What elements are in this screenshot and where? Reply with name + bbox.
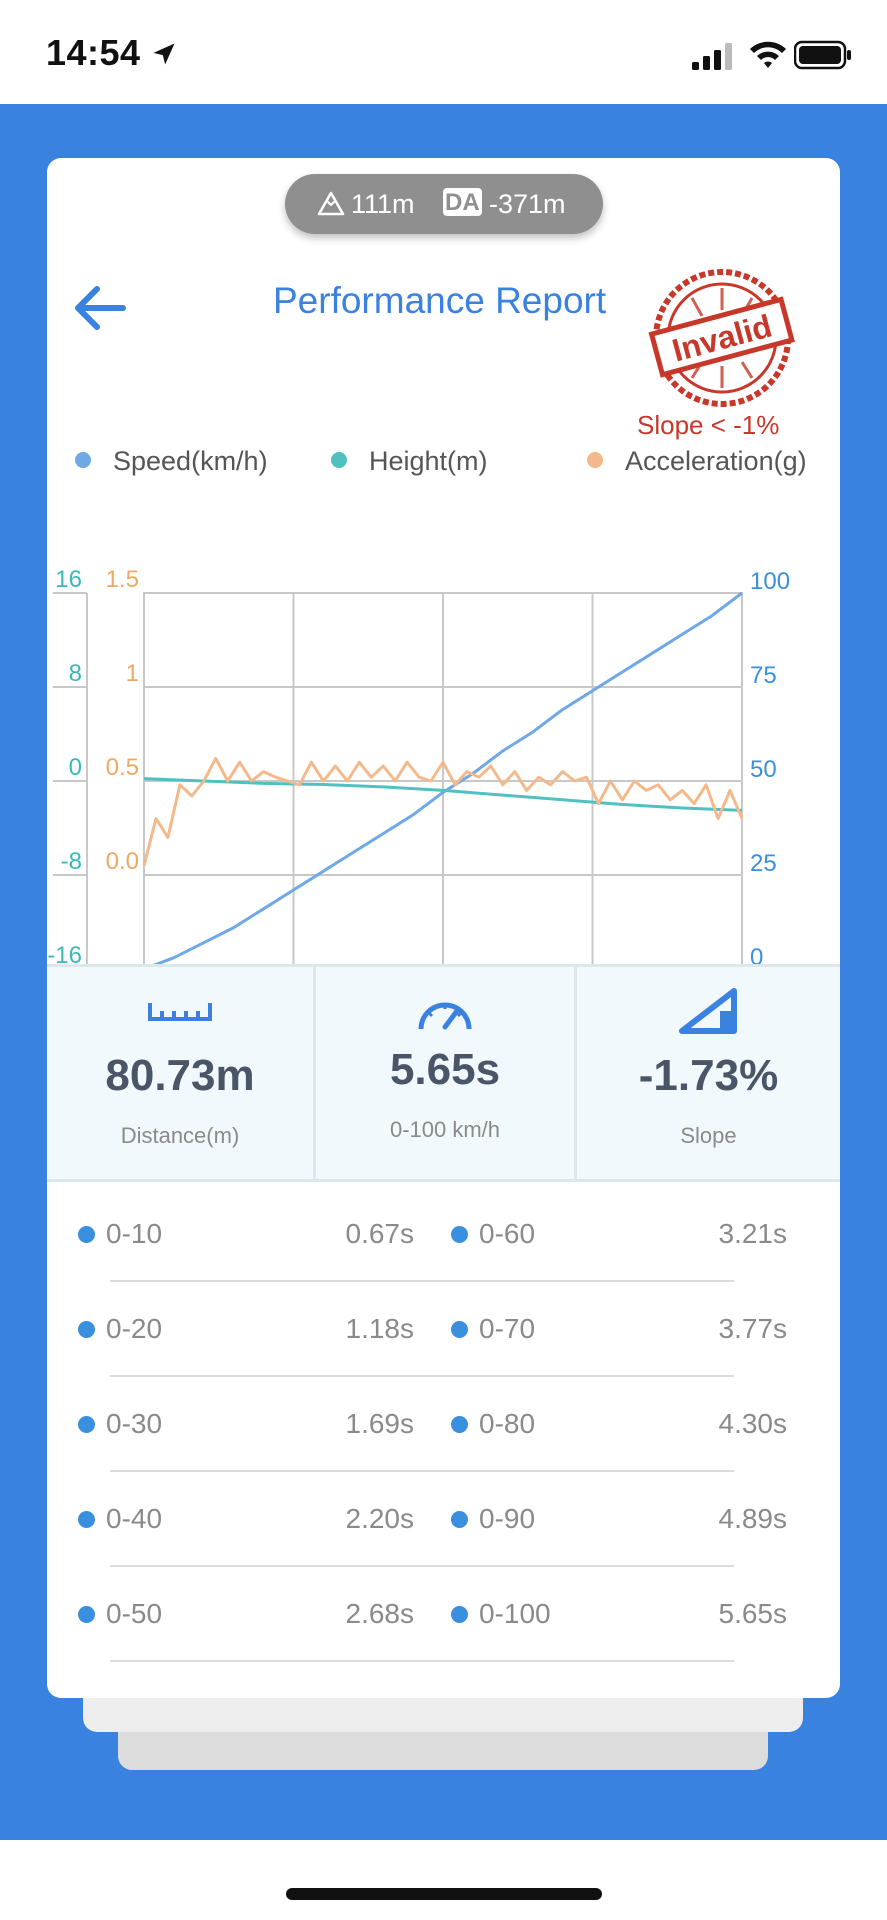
- split-value: 3.77s: [718, 1313, 788, 1344]
- page-title: Performance Report: [273, 280, 607, 321]
- legend-item-height: Height(m): [331, 446, 488, 477]
- height-tick-label: -8: [61, 848, 82, 875]
- height-tick-label: 8: [69, 660, 82, 687]
- altitude-pill: 111m DA -371m: [285, 174, 603, 234]
- bullet-icon: [78, 1226, 95, 1243]
- row-divider: [110, 1375, 734, 1377]
- signal-icon: [692, 43, 732, 70]
- location-arrow-icon: [153, 43, 175, 65]
- split-label: 0-30: [106, 1408, 163, 1439]
- accel-tick-label: 0.0: [106, 848, 139, 875]
- bullet-icon: [451, 1226, 468, 1243]
- split-value: 2.68s: [345, 1598, 415, 1629]
- bullet-icon: [451, 1416, 468, 1433]
- bullet-icon: [451, 1606, 468, 1623]
- split-label: 0-70: [479, 1313, 536, 1344]
- stat-acceleration-time: 5.65s 0-100 km/h: [316, 967, 574, 1179]
- mountain-icon: [317, 191, 345, 216]
- list-item: 0-30 1.69s 0-80 4.30s: [47, 1388, 840, 1483]
- series-line-accelerationg: [142, 756, 744, 866]
- split-value: 5.65s: [718, 1598, 788, 1629]
- stats-panel: 80.73m Distance(m) 5.65s 0-100 km/h -1.7…: [47, 964, 840, 1182]
- wifi-icon: [750, 41, 786, 68]
- accel-tick-label: 0.5: [106, 754, 139, 781]
- stat-label: Distance(m): [120, 1123, 240, 1148]
- bullet-icon: [451, 1321, 468, 1338]
- legend-dot: [331, 451, 347, 468]
- stat-value: 5.65s: [389, 1045, 501, 1094]
- stat-value: 80.73m: [105, 1051, 255, 1100]
- speed-tick-label: 25: [750, 850, 777, 877]
- speed-tick-label: 75: [750, 662, 777, 689]
- invalid-stamp: Invalid: [648, 269, 795, 407]
- slope-warning: Slope < -1%: [637, 410, 780, 440]
- list-item: 0-40 2.20s 0-90 4.89s: [47, 1483, 840, 1578]
- split-label: 0-80: [479, 1408, 536, 1439]
- split-value: 0.67s: [345, 1218, 415, 1249]
- split-label: 0-40: [106, 1503, 163, 1534]
- row-divider: [110, 1280, 734, 1282]
- series-line-heightm: [143, 777, 743, 812]
- stat-distance: 80.73m Distance(m): [47, 967, 313, 1179]
- split-value: 1.69s: [345, 1408, 415, 1439]
- status-time: 14:54: [46, 32, 141, 73]
- bullet-icon: [78, 1606, 95, 1623]
- row-divider: [110, 1565, 734, 1567]
- divider: [313, 967, 316, 1179]
- status-bar: 14:54: [0, 0, 887, 104]
- speed-tick-label: 100: [750, 568, 790, 595]
- row-divider: [110, 1470, 734, 1472]
- series-line-speedkmh: [143, 591, 743, 971]
- accel-tick-label: 1: [126, 660, 139, 687]
- legend-label: Acceleration(g): [625, 446, 807, 476]
- legend-label: Speed(km/h): [113, 446, 268, 476]
- legend-item-acceleration: Acceleration(g): [587, 446, 807, 477]
- split-label: 0-90: [479, 1503, 536, 1534]
- altitude-value: 111m: [351, 189, 415, 219]
- list-item: 0-20 1.18s 0-70 3.77s: [47, 1293, 840, 1388]
- split-label: 0-60: [479, 1218, 536, 1249]
- back-arrow-icon[interactable]: [67, 276, 131, 340]
- legend-dot: [75, 451, 91, 468]
- split-value: 4.89s: [718, 1503, 788, 1534]
- density-altitude-badge: DA: [443, 188, 482, 216]
- battery-icon: [794, 40, 851, 70]
- split-value: 4.30s: [718, 1408, 788, 1439]
- speedometer-icon: [418, 1002, 472, 1030]
- home-indicator[interactable]: [286, 1888, 602, 1900]
- bullet-icon: [451, 1511, 468, 1528]
- density-altitude-value: -371m: [489, 189, 566, 219]
- divider: [574, 967, 577, 1179]
- speed-tick-label: 50: [750, 756, 777, 783]
- split-value: 3.21s: [718, 1218, 788, 1249]
- height-tick-label: 16: [55, 566, 82, 593]
- legend-dot: [587, 451, 603, 468]
- bullet-icon: [78, 1416, 95, 1433]
- split-label: 0-20: [106, 1313, 163, 1344]
- report-card: 111m DA -371m Performance Report Invalid…: [47, 158, 840, 1698]
- accel-tick-label: 1.5: [106, 566, 139, 593]
- stat-label: Slope: [680, 1123, 737, 1148]
- stat-label: 0-100 km/h: [389, 1117, 501, 1142]
- list-item: 0-50 2.68s 0-100 5.65s: [47, 1578, 840, 1673]
- split-value: 2.20s: [345, 1503, 415, 1534]
- split-label: 0-50: [106, 1598, 163, 1629]
- row-divider: [110, 1660, 734, 1662]
- legend-item-speed: Speed(km/h): [75, 446, 268, 477]
- height-tick-label: 0: [69, 754, 82, 781]
- bullet-icon: [78, 1511, 95, 1528]
- split-label: 0-100: [479, 1598, 551, 1629]
- list-item: 0-10 0.67s 0-60 3.21s: [47, 1198, 840, 1293]
- ruler-icon: [148, 1003, 212, 1021]
- split-value: 1.18s: [345, 1313, 415, 1344]
- slope-icon: [678, 988, 737, 1034]
- split-label: 0-10: [106, 1218, 163, 1249]
- stat-value: -1.73%: [638, 1051, 779, 1100]
- legend-label: Height(m): [369, 446, 488, 476]
- bullet-icon: [78, 1321, 95, 1338]
- stat-slope: -1.73% Slope: [577, 967, 840, 1179]
